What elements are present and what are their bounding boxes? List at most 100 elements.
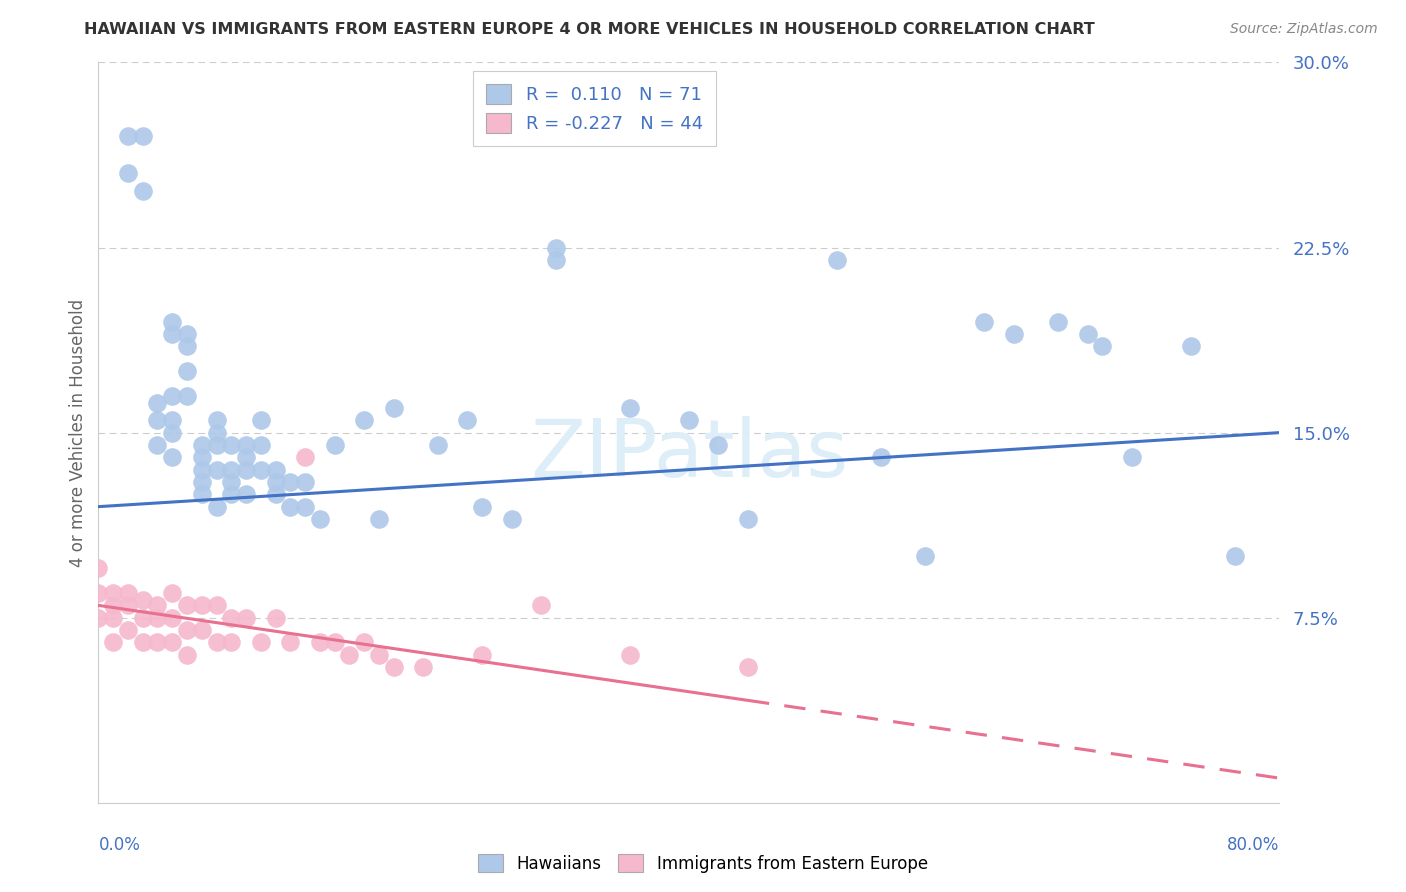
Point <box>264 487 287 501</box>
Point <box>146 413 169 427</box>
Point <box>146 610 169 624</box>
Point <box>294 475 316 489</box>
Point <box>323 635 346 649</box>
Point <box>103 610 125 624</box>
Point <box>191 623 214 637</box>
Point <box>353 413 375 427</box>
Point <box>471 648 494 662</box>
Point <box>368 648 391 662</box>
Point <box>132 635 155 649</box>
Point <box>162 388 183 402</box>
Point <box>176 326 198 341</box>
Point <box>353 635 375 649</box>
Point <box>235 450 257 465</box>
Point <box>191 438 214 452</box>
Point <box>117 599 139 613</box>
Point <box>280 500 302 514</box>
Point <box>191 487 214 501</box>
Point <box>221 635 243 649</box>
Point <box>412 660 434 674</box>
Point <box>546 240 568 255</box>
Point <box>117 166 139 180</box>
Text: 0.0%: 0.0% <box>98 836 141 855</box>
Point <box>294 500 316 514</box>
Y-axis label: 4 or more Vehicles in Household: 4 or more Vehicles in Household <box>69 299 87 566</box>
Point <box>1077 326 1099 341</box>
Point <box>176 388 198 402</box>
Point <box>457 413 479 427</box>
Point <box>1091 339 1114 353</box>
Point <box>162 635 183 649</box>
Point <box>264 475 287 489</box>
Point <box>162 413 183 427</box>
Point <box>191 462 214 476</box>
Point <box>250 635 273 649</box>
Point <box>530 599 553 613</box>
Point <box>323 438 346 452</box>
Point <box>191 599 214 613</box>
Point <box>870 450 893 465</box>
Point <box>825 252 848 267</box>
Point <box>501 512 523 526</box>
Point <box>250 462 273 476</box>
Point <box>191 475 214 489</box>
Point <box>162 314 183 328</box>
Point <box>309 635 332 649</box>
Text: 80.0%: 80.0% <box>1227 836 1279 855</box>
Point <box>162 610 183 624</box>
Point <box>162 425 183 440</box>
Point <box>235 462 257 476</box>
Point <box>280 475 302 489</box>
Point <box>103 599 125 613</box>
Text: HAWAIIAN VS IMMIGRANTS FROM EASTERN EUROPE 4 OR MORE VEHICLES IN HOUSEHOLD CORRE: HAWAIIAN VS IMMIGRANTS FROM EASTERN EURO… <box>84 22 1095 37</box>
Point <box>973 314 995 328</box>
Point <box>103 635 125 649</box>
Point <box>221 462 243 476</box>
Point <box>1002 326 1025 341</box>
Point <box>117 129 139 144</box>
Point <box>132 184 155 198</box>
Point <box>546 252 568 267</box>
Point <box>339 648 361 662</box>
Point <box>87 610 110 624</box>
Text: ZIPatlas: ZIPatlas <box>530 416 848 494</box>
Text: Source: ZipAtlas.com: Source: ZipAtlas.com <box>1230 22 1378 37</box>
Point <box>235 438 257 452</box>
Point <box>87 586 110 600</box>
Point <box>221 610 243 624</box>
Point <box>132 610 155 624</box>
Point <box>176 623 198 637</box>
Point <box>1121 450 1143 465</box>
Point <box>205 425 228 440</box>
Point <box>427 438 450 452</box>
Point <box>221 438 243 452</box>
Point <box>1180 339 1202 353</box>
Point <box>619 648 641 662</box>
Point <box>1046 314 1070 328</box>
Point <box>914 549 936 563</box>
Point <box>176 364 198 378</box>
Point <box>280 635 302 649</box>
Point <box>162 326 183 341</box>
Point <box>146 438 169 452</box>
Point <box>146 635 169 649</box>
Point <box>117 586 139 600</box>
Point <box>368 512 391 526</box>
Point <box>162 586 183 600</box>
Point <box>87 561 110 575</box>
Point <box>146 599 169 613</box>
Point <box>205 413 228 427</box>
Point <box>1225 549 1247 563</box>
Legend: Hawaiians, Immigrants from Eastern Europe: Hawaiians, Immigrants from Eastern Europ… <box>471 847 935 880</box>
Point <box>146 396 169 410</box>
Point <box>221 475 243 489</box>
Point <box>264 462 287 476</box>
Point <box>132 129 155 144</box>
Point <box>382 660 405 674</box>
Legend: R =  0.110   N = 71, R = -0.227   N = 44: R = 0.110 N = 71, R = -0.227 N = 44 <box>474 71 716 145</box>
Point <box>205 462 228 476</box>
Point <box>205 635 228 649</box>
Point <box>235 610 257 624</box>
Point <box>294 450 316 465</box>
Point <box>737 512 759 526</box>
